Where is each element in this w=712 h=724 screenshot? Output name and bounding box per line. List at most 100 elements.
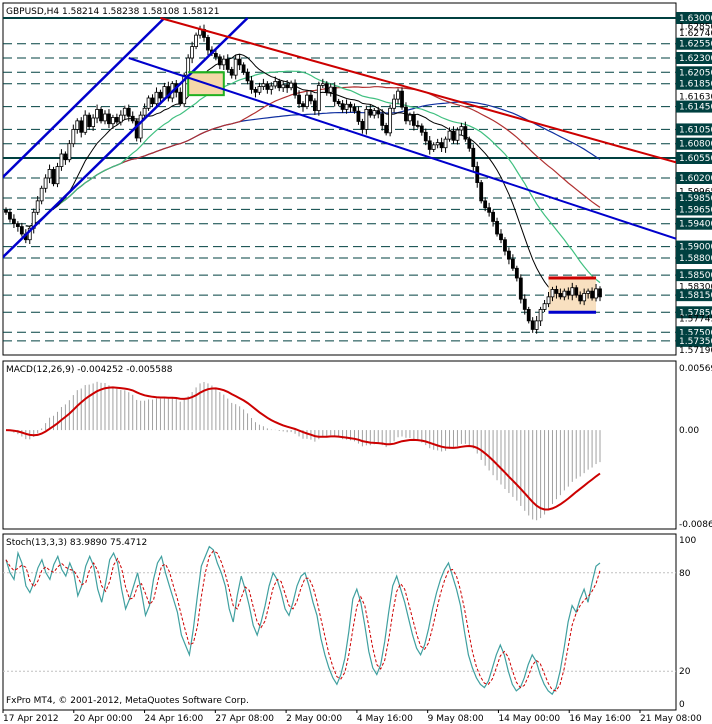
candle-bull: [344, 103, 349, 110]
price-label-bg: [676, 137, 712, 150]
candle-bull: [138, 114, 143, 139]
macd-tick-label: 0.00569: [679, 364, 712, 374]
candle-bull: [190, 46, 195, 59]
candle-bear: [245, 71, 250, 82]
stoch-tick-label: 20: [679, 667, 691, 677]
candle-bear: [518, 277, 523, 300]
candle-bear: [479, 182, 484, 202]
candle-bear: [249, 80, 254, 90]
candle-bear: [4, 209, 8, 213]
candle-bull: [455, 129, 460, 141]
candle-bull: [142, 107, 147, 116]
candle-bear: [126, 107, 131, 117]
candle-bull: [372, 110, 377, 116]
candle-bull: [364, 109, 369, 130]
candle-bear: [206, 37, 210, 51]
candle-bull: [392, 98, 396, 109]
candle-bear: [510, 258, 515, 269]
candle-bear: [265, 83, 270, 90]
candle-bull: [459, 126, 464, 131]
candle-bear: [566, 290, 571, 296]
candle-bear: [376, 110, 381, 115]
price-label: 1.61630: [679, 92, 712, 102]
price-label: 1.62850: [679, 23, 712, 33]
price-label: 1.58500: [679, 271, 712, 281]
candle-bear: [213, 53, 218, 58]
price-label: 1.57500: [679, 328, 712, 338]
candle-bull: [320, 83, 325, 86]
descending-blue-line: [128, 57, 676, 240]
candle-bear: [332, 86, 337, 102]
price-grid: [3, 17, 676, 342]
candle-bull: [75, 120, 80, 130]
time-label: 20 Apr 00:00: [74, 714, 133, 724]
stoch-plot: [3, 545, 676, 696]
channel-upper-line: [3, 17, 166, 179]
candle-bull: [122, 107, 127, 116]
candle-bear: [324, 83, 329, 93]
candle-bear: [130, 115, 135, 122]
candle-bear: [51, 169, 56, 185]
price-label-bg: [676, 289, 712, 302]
price-label: 1.61850: [679, 80, 712, 90]
candle-bull: [443, 138, 448, 149]
price-label-bg: [676, 12, 712, 24]
price-label: 1.59000: [679, 243, 712, 253]
candle-bear: [415, 125, 420, 127]
candle-bull: [408, 114, 412, 122]
stoch-tick-label: 80: [679, 569, 691, 579]
candle-bear: [503, 239, 507, 252]
price-label: 1.57850: [679, 308, 712, 318]
candle-bull: [328, 86, 333, 93]
price-label: 1.62550: [679, 40, 712, 50]
candle-bull: [538, 309, 543, 322]
candle-bear: [360, 121, 365, 130]
candle-bear: [554, 289, 559, 294]
time-label: 4 May 16:00: [357, 714, 413, 724]
candle-bull: [43, 177, 48, 189]
time-label: 21 May 08:00: [640, 714, 702, 724]
price-label-bg: [676, 37, 712, 50]
candle-bear: [467, 138, 472, 149]
candle-bull: [194, 34, 198, 47]
candle-bear: [229, 69, 234, 76]
candle-bull: [305, 94, 309, 107]
macd-plot: [5, 381, 601, 521]
main-header: GBPUSD,H4 1.58214 1.58238 1.58108 1.5812…: [6, 7, 219, 17]
price-label-bg: [676, 306, 712, 319]
candle-bear: [356, 110, 361, 122]
candle-bear: [380, 113, 385, 126]
time-label: 9 May 08:00: [428, 714, 484, 724]
candle-bear: [237, 58, 242, 66]
price-label-bg: [676, 77, 712, 90]
candle-bull: [118, 114, 123, 123]
candle-bear: [253, 89, 258, 93]
price-label: 1.57745: [679, 314, 712, 324]
candle-bear: [340, 103, 345, 110]
price-label-bg: [676, 269, 712, 282]
candle-bear: [507, 250, 511, 260]
candle-bull: [162, 86, 167, 99]
time-label: 27 Apr 08:00: [215, 714, 274, 724]
price-label: 1.57350: [679, 337, 712, 347]
candle-bear: [277, 81, 282, 89]
price-label-bg: [676, 240, 712, 253]
price-label-bg: [676, 52, 712, 64]
candle-bear: [241, 64, 246, 73]
candle-bear: [293, 82, 297, 96]
candle-bull: [542, 303, 547, 310]
candle-bull: [534, 320, 539, 330]
candle-bear: [15, 223, 20, 227]
candle-bear: [483, 200, 488, 209]
ma-30-line: [25, 70, 601, 284]
candle-bear: [491, 211, 495, 222]
price-label: 1.62050: [679, 68, 712, 78]
price-label: 1.60200: [679, 174, 712, 184]
candle-bull: [431, 144, 436, 150]
price-label: 1.58800: [679, 254, 712, 264]
price-label-bg: [676, 334, 712, 347]
candle-bear: [439, 142, 444, 149]
candle-bear: [598, 288, 602, 298]
